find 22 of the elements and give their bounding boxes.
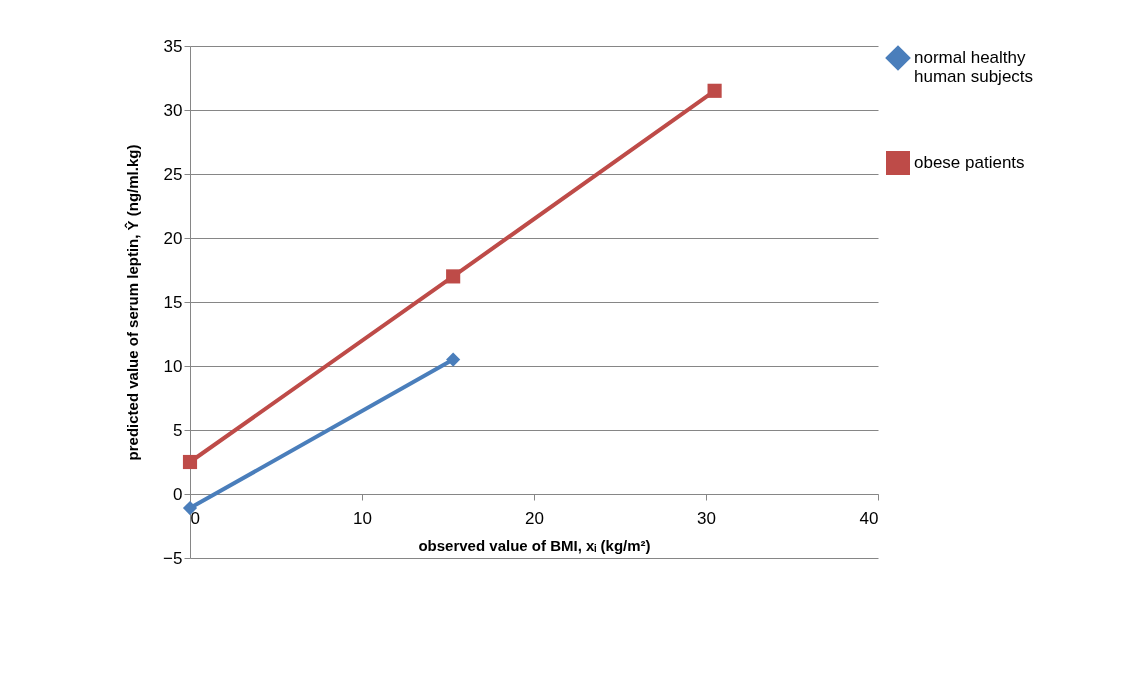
y-tick-label: 30 [163, 100, 183, 120]
y-tick-label: 10 [163, 356, 183, 376]
x-tick-label: 30 [697, 508, 716, 528]
y-tick-label: 25 [163, 164, 183, 184]
y-tick-label: 15 [163, 292, 183, 312]
x-tick-label: 40 [859, 508, 879, 528]
y-tick-label: −5 [163, 548, 183, 568]
x-tick-label: 0 [190, 508, 200, 528]
x-tick-label: 20 [525, 508, 544, 528]
x-tick-label: 10 [353, 508, 372, 528]
y-axis-title: predicted value of serum leptin, Ŷ (ng/ml.kg) [124, 144, 142, 461]
x-axis-title: observed value of BMI, xᵢ (kg/m²) [418, 536, 651, 554]
point [446, 352, 461, 367]
point [707, 83, 722, 98]
point [182, 454, 198, 470]
point [446, 269, 461, 284]
y-tick-label: 35 [163, 36, 183, 56]
legend-label: normal healthy human subjects [914, 48, 1034, 86]
legend-label: obese patients [914, 153, 1025, 172]
y-tick-label: 0 [173, 484, 183, 504]
y-tick-label: 20 [163, 228, 183, 248]
y-tick-label: 5 [173, 420, 183, 440]
